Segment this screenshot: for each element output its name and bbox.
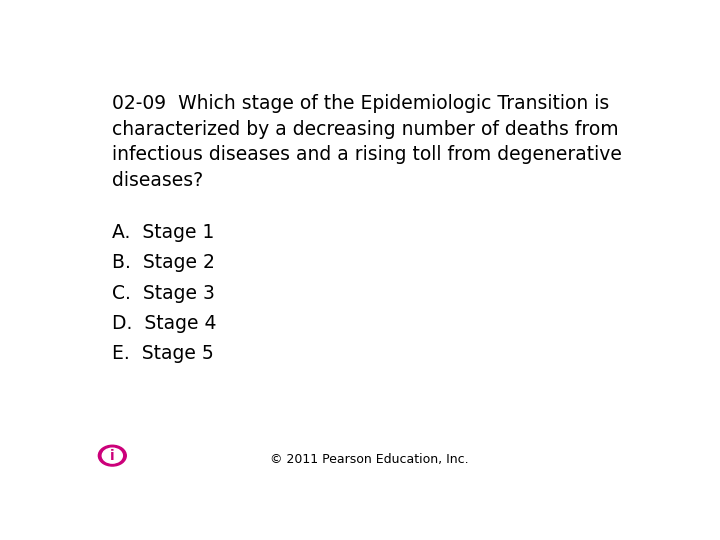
Text: 02-09  Which stage of the Epidemiologic Transition is
characterized by a decreas: 02-09 Which stage of the Epidemiologic T… <box>112 94 622 190</box>
Text: B.  Stage 2: B. Stage 2 <box>112 253 215 272</box>
Circle shape <box>102 448 122 463</box>
Text: E.  Stage 5: E. Stage 5 <box>112 344 214 363</box>
Text: C.  Stage 3: C. Stage 3 <box>112 284 215 302</box>
Text: D.  Stage 4: D. Stage 4 <box>112 314 217 333</box>
Circle shape <box>99 446 126 466</box>
Text: © 2011 Pearson Education, Inc.: © 2011 Pearson Education, Inc. <box>270 453 468 466</box>
Text: i: i <box>110 449 114 463</box>
Text: A.  Stage 1: A. Stage 1 <box>112 223 215 242</box>
